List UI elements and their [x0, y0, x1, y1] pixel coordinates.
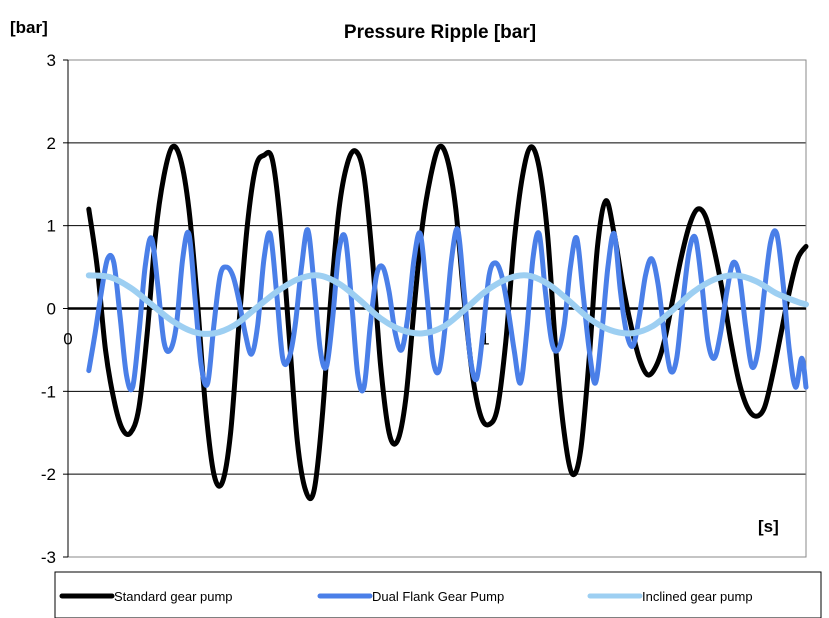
y-tick-label: 0	[47, 300, 56, 319]
series-line-3	[85, 272, 809, 337]
legend-box	[54, 571, 822, 618]
series-line-1	[86, 143, 809, 501]
y-tick-label: -2	[41, 465, 56, 484]
y-tick-label: 3	[47, 51, 56, 70]
y-axis-unit-label: [bar]	[10, 18, 48, 37]
chart-legend: Standard gear pump Dual Flank Gear Pump In…	[54, 571, 822, 618]
axes: 3 2 1 0 -1 -2 -3 0 1	[41, 51, 806, 567]
legend-label-3: Inclined gear pump	[642, 589, 753, 604]
legend-label-2: Dual Flank Gear Pump	[372, 589, 504, 604]
y-tick-label: -1	[41, 382, 56, 401]
chart-title: Pressure Ripple [bar]	[344, 22, 536, 43]
y-tick-label: -3	[41, 548, 56, 567]
x-axis-unit-label: [s]	[758, 517, 779, 536]
x-tick-label: 0	[63, 330, 72, 349]
y-tick-label: 1	[47, 217, 56, 236]
legend-label-1: Standard gear pump	[114, 589, 233, 604]
series-lines	[85, 143, 809, 501]
series-line-2	[86, 226, 809, 394]
x-tick-label: 1	[480, 330, 489, 349]
y-tick-label: 2	[47, 134, 56, 153]
